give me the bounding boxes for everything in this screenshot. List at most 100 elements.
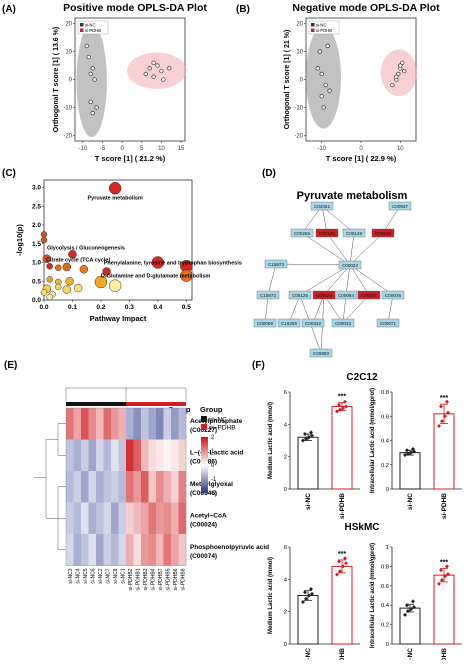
bar-si-NC xyxy=(399,607,421,645)
pathway-edge xyxy=(326,232,351,266)
pathway-edge xyxy=(342,294,370,324)
pathway-edge xyxy=(323,294,344,324)
legend-swatch xyxy=(80,28,84,32)
bar-si-PDHB xyxy=(331,406,353,490)
category-label: si-NC xyxy=(305,648,312,660)
heatmap-cell xyxy=(126,439,134,472)
node-C00149 xyxy=(342,228,366,238)
x-tick-label: 5 xyxy=(140,146,144,152)
replicate-point xyxy=(403,612,407,617)
color-scale-step xyxy=(201,477,208,480)
heatmap-cell xyxy=(73,408,82,440)
node-label-C00332: C00332 xyxy=(305,321,322,326)
bar-si-PDHB xyxy=(331,565,353,645)
node-C03451 xyxy=(310,201,334,211)
pathway-bubble xyxy=(40,236,48,244)
replicate-point xyxy=(445,399,449,404)
heatmap-cell xyxy=(163,408,172,440)
pathway-label: Phenylalanine, tyrosine and tryptophan b… xyxy=(104,261,242,267)
heatmap-cell xyxy=(96,439,104,472)
y-tick-label: 1.5 xyxy=(32,241,41,248)
node-label-C00937: C00937 xyxy=(392,204,409,209)
y-tick-label: 1.0 xyxy=(32,260,41,267)
color-scale-step xyxy=(201,466,208,469)
heatmap-cell xyxy=(96,471,104,503)
col-label: si-NC6 xyxy=(90,568,96,583)
category-label: si-PDHB xyxy=(441,648,448,660)
si-PDHB-point xyxy=(402,68,407,74)
color-scale-step xyxy=(201,470,208,473)
replicate-point xyxy=(344,561,348,566)
node-label-C00022: C00022 xyxy=(342,263,359,268)
col-label: si-NC5 xyxy=(83,568,89,583)
y-tick-label: 20 xyxy=(296,22,303,28)
pathway-bubble xyxy=(42,254,52,263)
color-scale-step xyxy=(201,441,208,443)
significance-label: *** xyxy=(338,551,346,558)
heatmap-cell xyxy=(163,439,172,472)
replicate-point xyxy=(341,564,345,569)
col-label: si-PDHB8 xyxy=(180,568,186,590)
color-scale-step xyxy=(201,462,208,464)
x-axis-label: T score [1] ( 21.2 %) xyxy=(95,154,166,163)
color-scale-step xyxy=(201,446,208,449)
group-bar-cell xyxy=(126,402,134,406)
group-bar-cell xyxy=(88,402,96,406)
col-label: si-PDHB5 xyxy=(165,568,171,590)
replicate-point xyxy=(437,581,441,586)
replicate-point xyxy=(301,438,305,443)
pathway-edge xyxy=(312,294,325,324)
replicate-point xyxy=(335,409,339,414)
y-tick-label: 0.6 xyxy=(381,414,389,420)
heatmap-cell xyxy=(88,502,97,535)
node-label-C00256: C00256 xyxy=(294,231,311,236)
replicate-point xyxy=(446,572,450,577)
panel-b-letter: (B) xyxy=(236,4,250,15)
group-legend-swatch xyxy=(201,416,207,422)
y-tick-label: 0.8 xyxy=(381,564,389,570)
si-NC-point xyxy=(86,54,91,60)
color-scale-tick: -1 xyxy=(211,477,217,483)
heatmap-cell xyxy=(171,502,179,535)
heatmap-cell xyxy=(111,471,119,503)
replicate-point xyxy=(411,599,415,604)
pathway-bubble xyxy=(68,250,77,259)
si-PDHB-point xyxy=(143,71,148,77)
group-legend-swatch xyxy=(201,424,207,430)
heatmap-cell xyxy=(81,408,89,440)
heatmap-cell xyxy=(96,408,104,440)
color-scale-step xyxy=(201,439,208,442)
heatmap-cell xyxy=(141,471,149,503)
si-PDHB-point xyxy=(400,60,405,65)
panel-d: (D) Pyruvate metabolism C03451 C00937 C002… xyxy=(253,168,412,358)
replicate-point xyxy=(337,402,341,407)
color-scale-tick: 0 xyxy=(211,463,215,469)
pathway-bubble xyxy=(108,182,122,195)
x-tick-label: 10 xyxy=(397,146,404,152)
color-scale-step xyxy=(201,480,208,483)
si-NC-confidence-ellipse xyxy=(305,26,341,129)
replicate-point xyxy=(440,419,444,424)
replicate-point xyxy=(440,577,444,582)
pathway-label: Glycolysis / Gluconeogenesis xyxy=(47,245,125,251)
replicate-point xyxy=(335,572,339,577)
si-NC-point xyxy=(94,105,99,110)
color-scale-step xyxy=(201,483,208,485)
heatmap-cell xyxy=(73,439,82,472)
y-tick-label: 0 xyxy=(386,642,389,648)
group-bar-cell xyxy=(133,402,141,406)
y-tick-label: 10 xyxy=(296,50,303,56)
heatmap-cell xyxy=(141,534,149,566)
y-axis-label: Medium Lactic acid (mmol) xyxy=(268,557,274,634)
legend-swatch xyxy=(311,23,315,27)
si-PDHB-point xyxy=(147,66,152,71)
color-scale-step xyxy=(201,456,208,459)
node-label-C00227: C00227 xyxy=(361,293,378,298)
category-label: si-NC xyxy=(407,493,414,510)
heatmap-cell xyxy=(118,471,127,503)
heatmap-cell xyxy=(103,534,112,566)
replicate-point xyxy=(403,453,407,458)
pathway-bubble xyxy=(73,283,83,293)
color-scale-step xyxy=(201,444,208,446)
si-PDHB-point xyxy=(151,60,156,65)
